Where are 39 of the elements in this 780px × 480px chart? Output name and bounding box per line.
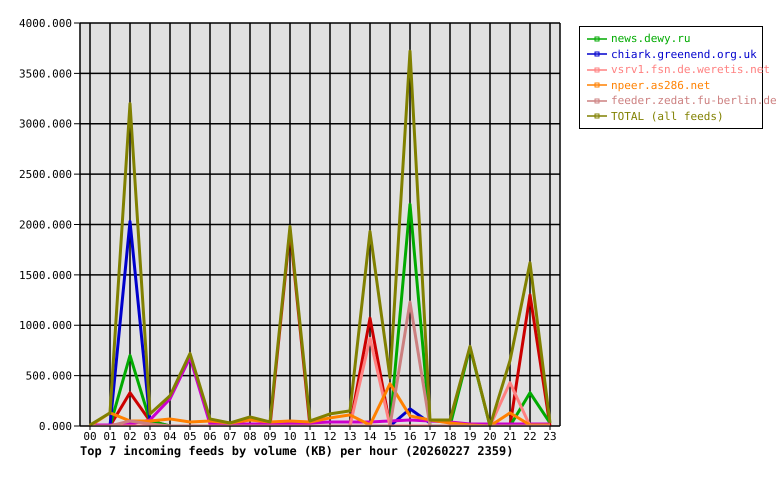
x-tick-label: 04	[163, 430, 177, 443]
x-tick-label: 20	[483, 430, 497, 443]
x-tick-label: 19	[463, 430, 477, 443]
x-tick-label: 05	[183, 430, 197, 443]
x-tick-label: 01	[103, 430, 117, 443]
x-tick-label: 17	[423, 430, 437, 443]
y-tick-label: 3500.000	[19, 67, 72, 80]
legend-label: npeer.as286.net	[611, 78, 710, 92]
x-tick-label: 18	[443, 430, 457, 443]
x-tick-label: 10	[283, 430, 297, 443]
y-tick-label: 3000.000	[19, 118, 72, 131]
y-tick-label: 1000.000	[19, 319, 72, 332]
x-tick-label: 21	[503, 430, 517, 443]
x-tick-label: 16	[403, 430, 417, 443]
x-tick-label: 07	[223, 430, 237, 443]
y-tick-label: 4000.000	[19, 16, 72, 30]
x-tick-label: 03	[143, 430, 157, 443]
legend-label: news.dewy.ru	[611, 32, 690, 46]
x-tick-label: 02	[123, 430, 137, 443]
legend-label: chiark.greenend.org.uk	[611, 48, 757, 61]
x-tick-label: 08	[243, 430, 257, 443]
x-tick-label: 00	[83, 430, 97, 443]
x-tick-label: 06	[203, 430, 217, 443]
x-tick-label: 12	[323, 430, 337, 443]
x-tick-label: 13	[343, 430, 357, 443]
line-series	[88, 50, 552, 426]
x-tick-label: 22	[523, 430, 537, 443]
y-tick-label: 2500.000	[19, 168, 72, 182]
y-tick-label: 2000.000	[19, 218, 72, 232]
legend-label: TOTAL (all feeds)	[611, 110, 724, 123]
x-tick-label: 11	[303, 430, 317, 443]
x-tick-label: 14	[363, 430, 377, 443]
x-tick-label: 15	[383, 430, 397, 443]
y-tick-label: 1500.000	[19, 268, 72, 282]
y-tick-label: 500.000	[26, 370, 72, 383]
x-tick-label: 23	[543, 430, 557, 443]
y-tick-label: 0.000	[38, 420, 72, 433]
text: Top 7 incoming feeds by volume (KB) per hour (20260227 2359)	[80, 444, 514, 458]
x-tick-label: 09	[263, 430, 277, 443]
